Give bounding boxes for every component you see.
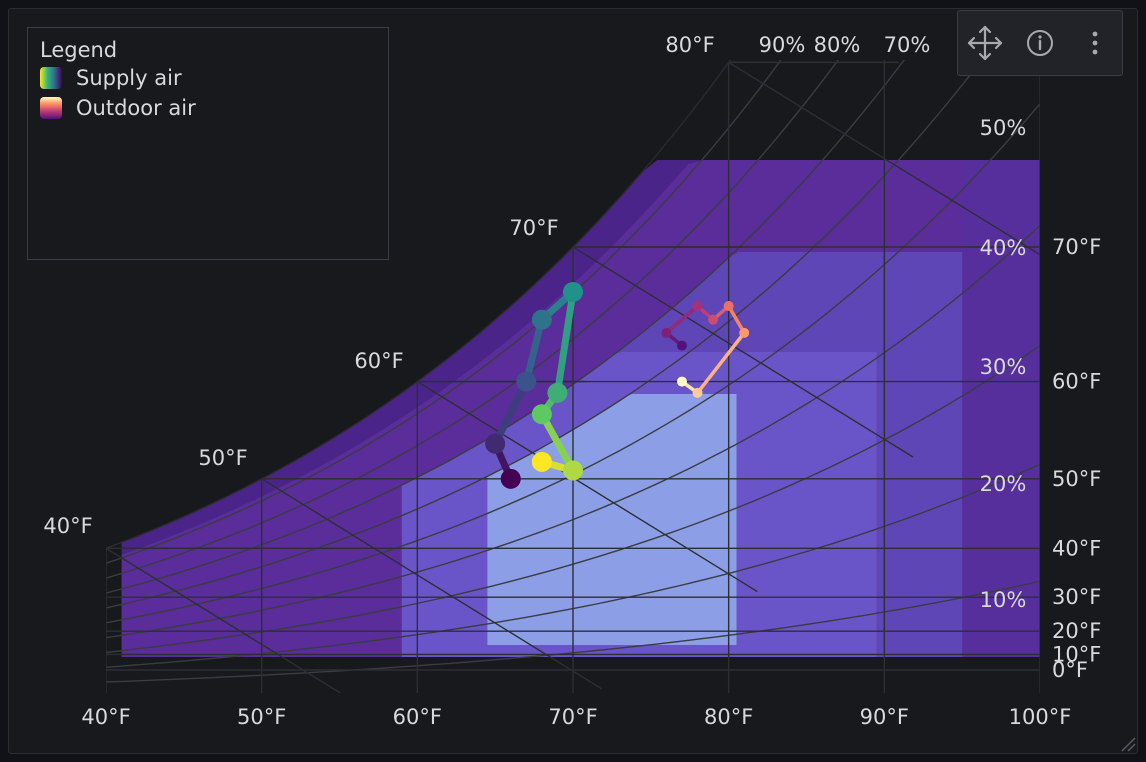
zone-right-band — [962, 160, 1040, 657]
saturation-temp-label: 50°F — [198, 446, 247, 470]
series-segment — [664, 304, 700, 335]
outdoor-air-swatch — [40, 97, 62, 119]
right-tick-label: 70°F — [1052, 235, 1101, 259]
right-tick-label: 40°F — [1052, 536, 1101, 560]
rh-right-label: 20% — [980, 472, 1027, 496]
x-tick-label: 100°F — [1009, 705, 1072, 729]
rh-right-label: 40% — [980, 236, 1027, 260]
saturation-temp-label: 60°F — [354, 349, 403, 373]
x-tick-label: 80°F — [704, 705, 753, 729]
data-point — [676, 376, 687, 387]
supply-air-swatch — [40, 67, 62, 89]
rh-top-label: 70% — [884, 33, 931, 57]
info-icon — [1026, 30, 1053, 56]
more-vertical-icon — [1092, 31, 1098, 55]
series-supply-air — [485, 281, 583, 489]
saturation-temp-label: 80°F — [665, 33, 714, 57]
wetbulb-line-60 — [416, 380, 758, 593]
rh-top-label: 80% — [814, 33, 861, 57]
wetbulb-line-40 — [106, 547, 342, 693]
resize-handle-icon[interactable] — [1120, 736, 1136, 752]
saturation-temp-label: 40°F — [43, 514, 92, 538]
right-tick-label: 10°F — [1052, 642, 1101, 666]
data-point — [531, 451, 552, 472]
series-segment — [726, 304, 746, 335]
x-tick-label: 40°F — [81, 705, 130, 729]
more-options-button[interactable] — [1075, 23, 1115, 63]
x-tick-label: 50°F — [237, 705, 286, 729]
legend-label-supply-air: Supply air — [76, 66, 182, 90]
rh-right-label: 50% — [980, 116, 1027, 140]
wetbulb-line-80 — [728, 61, 1040, 256]
data-point — [676, 340, 687, 351]
data-point — [531, 404, 552, 425]
series-layer — [485, 281, 750, 489]
rh-top-label: 90% — [759, 33, 806, 57]
right-tick-label: 0°F — [1052, 658, 1088, 682]
data-point — [692, 387, 703, 398]
move-icon — [968, 25, 1003, 61]
data-point — [531, 309, 552, 330]
data-point — [739, 327, 750, 338]
legend: Legend Supply air Outdoor air — [27, 27, 389, 260]
data-point — [563, 281, 583, 302]
info-button[interactable] — [1020, 23, 1060, 63]
data-point — [547, 382, 568, 403]
wetbulb-line-50 — [261, 478, 603, 690]
right-tick-label: 60°F — [1052, 370, 1101, 394]
data-point — [692, 301, 703, 312]
saturation-temp-label: 70°F — [509, 216, 558, 240]
legend-item-outdoor-air[interactable]: Outdoor air — [40, 96, 196, 120]
data-point — [563, 460, 583, 481]
series-segment — [695, 331, 746, 395]
panel-toolbar — [957, 10, 1123, 76]
rh-right-label: 10% — [980, 588, 1027, 612]
data-point — [661, 327, 672, 338]
series-segment — [491, 378, 530, 448]
data-point — [708, 314, 719, 325]
x-tick-label: 60°F — [393, 705, 442, 729]
legend-item-supply-air[interactable]: Supply air — [40, 66, 182, 90]
x-tick-label: 90°F — [860, 705, 909, 729]
data-point — [516, 371, 537, 392]
chart-labels: 40°F 50°F 60°F 70°F 80°F 90°F 100°F 0°F10°F20°F… — [43, 33, 1101, 729]
series-segment — [522, 316, 546, 386]
data-point — [723, 301, 734, 312]
zone-group — [121, 160, 1040, 657]
right-tick-label: 20°F — [1052, 619, 1101, 643]
right-tick-label: 50°F — [1052, 467, 1101, 491]
wetbulb-line-70 — [572, 246, 914, 458]
right-tick-label: 30°F — [1052, 585, 1101, 609]
series-outdoor-air — [661, 301, 750, 398]
legend-label-outdoor-air: Outdoor air — [76, 96, 196, 120]
data-point — [485, 433, 506, 454]
series-segment — [538, 410, 577, 474]
series-segment — [553, 288, 577, 397]
move-button[interactable] — [965, 23, 1005, 63]
comfort-zones — [121, 160, 1040, 657]
data-point — [500, 468, 521, 489]
x-tick-label: 70°F — [548, 705, 597, 729]
rh-right-label: 30% — [980, 355, 1027, 379]
legend-title: Legend — [40, 38, 118, 62]
